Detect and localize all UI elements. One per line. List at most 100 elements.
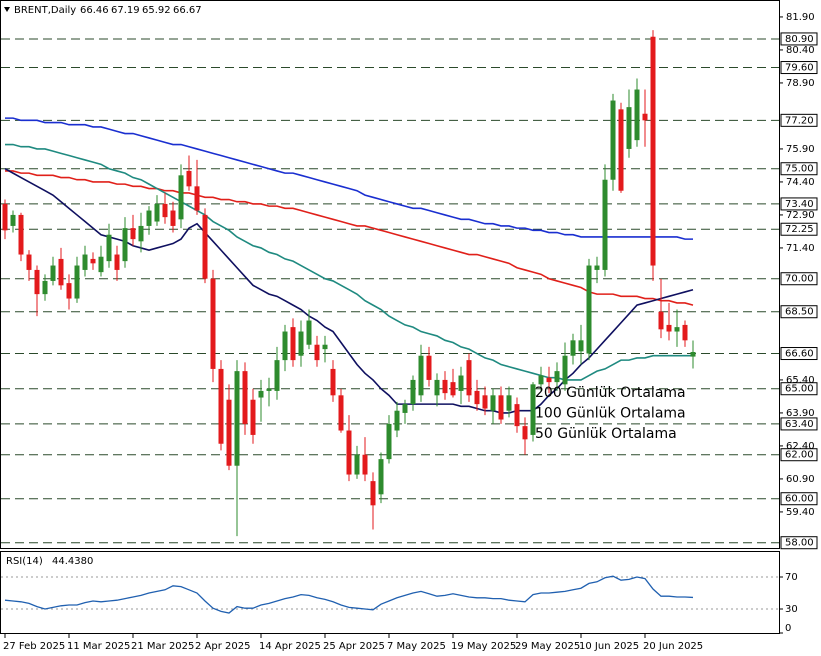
candle-body — [538, 375, 544, 385]
candle-body — [642, 113, 648, 121]
candle-body — [10, 214, 16, 226]
candle-body — [354, 454, 360, 475]
candle-body — [426, 355, 432, 380]
candle-body — [282, 331, 288, 361]
candle-body — [170, 210, 176, 226]
candle-body — [18, 214, 24, 255]
level-box — [780, 536, 818, 550]
level-box — [780, 113, 818, 127]
level-label: 80.90 — [785, 34, 814, 45]
level-label: 70.00 — [785, 274, 814, 285]
y-tick-label: 0 — [785, 623, 791, 634]
level-box — [780, 61, 818, 75]
candle-body — [154, 203, 160, 222]
moving-average — [5, 117, 693, 240]
level-label: 79.60 — [785, 63, 814, 74]
candle-body — [330, 368, 336, 396]
y-tick-label: 80.40 — [786, 45, 815, 56]
candle-body — [370, 481, 376, 506]
candle-body — [226, 399, 232, 466]
moving-average — [5, 170, 694, 306]
level-label: 72.25 — [785, 224, 814, 235]
y-tick-label: 81.90 — [786, 12, 815, 23]
x-tick-label: 21 Mar 2025 — [131, 641, 194, 652]
candle-body — [138, 225, 144, 242]
y-tick-label: 75.90 — [786, 144, 815, 155]
candle-body — [98, 256, 104, 273]
high-value: 67.19 — [111, 5, 140, 16]
candle-body — [434, 379, 440, 396]
level-box — [780, 305, 818, 319]
y-tick-label: 63.90 — [786, 408, 815, 419]
y-tick-label: 70 — [785, 572, 798, 583]
candle-body — [586, 265, 592, 354]
candle-body — [522, 426, 528, 440]
candle-body — [106, 234, 112, 262]
x-tick-label: 27 Feb 2025 — [3, 641, 65, 652]
level-label: 75.00 — [785, 164, 814, 175]
candle-body — [546, 377, 552, 383]
level-label: 73.40 — [785, 199, 814, 210]
rsi-name: RSI(14) — [6, 556, 43, 567]
candle-body — [290, 327, 296, 361]
candle-body — [194, 186, 200, 211]
y-tick-label: 71.40 — [786, 243, 815, 254]
y-tick-label: 60.90 — [786, 474, 815, 485]
level-label: 62.00 — [785, 450, 814, 461]
level-box — [780, 272, 818, 286]
x-tick-label: 10 Jun 2025 — [579, 641, 639, 652]
candle-body — [250, 399, 256, 435]
candle-body — [450, 382, 456, 396]
candle-body — [26, 254, 32, 270]
level-label: 68.50 — [785, 307, 814, 318]
rsi-current: 44.4380 — [52, 556, 93, 567]
symbol: BRENT,Daily — [14, 5, 76, 16]
candle-body — [562, 355, 568, 385]
legend-entry: 200 Günlük Ortalama — [535, 385, 686, 401]
candle-body — [322, 344, 328, 350]
candle-body — [234, 371, 240, 466]
candle-body — [130, 228, 136, 240]
x-tick-label: 20 Jun 2025 — [643, 641, 703, 652]
candle-body — [202, 214, 208, 279]
candle-body — [690, 351, 696, 357]
candle-body — [34, 269, 40, 295]
candle-body — [178, 175, 184, 220]
level-label: 60.00 — [785, 494, 814, 505]
candle-body — [50, 265, 56, 281]
rsi-panel — [0, 551, 780, 634]
candle-body — [410, 379, 416, 405]
rsi-line — [4, 575, 694, 614]
candle-body — [618, 109, 624, 191]
candle-body — [186, 170, 192, 187]
candle-body — [554, 371, 560, 383]
candle-body — [306, 320, 312, 345]
candle-body — [610, 100, 616, 180]
candle-body — [682, 324, 688, 341]
level-box — [780, 492, 818, 506]
candle-body — [42, 280, 48, 295]
y-tick-label: 74.40 — [786, 177, 815, 188]
moving-average — [5, 143, 693, 381]
y-tick-label: 59.40 — [786, 507, 815, 518]
candle-body — [314, 344, 320, 361]
level-label: 63.40 — [785, 419, 814, 430]
candle-body — [578, 340, 584, 352]
candle-body — [90, 258, 96, 264]
candle-body — [218, 368, 224, 444]
level-box — [780, 448, 818, 462]
level-label: 77.20 — [785, 115, 814, 126]
candle-body — [82, 254, 88, 270]
candle-body — [442, 379, 448, 394]
y-tick-label: 62.40 — [786, 441, 815, 452]
x-tick-label: 25 Apr 2025 — [323, 641, 385, 652]
candle-body — [506, 395, 512, 411]
candle-body — [210, 278, 216, 369]
legend-entry: 100 Günlük Ortalama — [535, 406, 686, 422]
y-tick-label: 72.90 — [786, 210, 815, 221]
moving-average — [4, 168, 694, 414]
candle-body — [458, 375, 464, 391]
candle-body — [666, 324, 672, 332]
